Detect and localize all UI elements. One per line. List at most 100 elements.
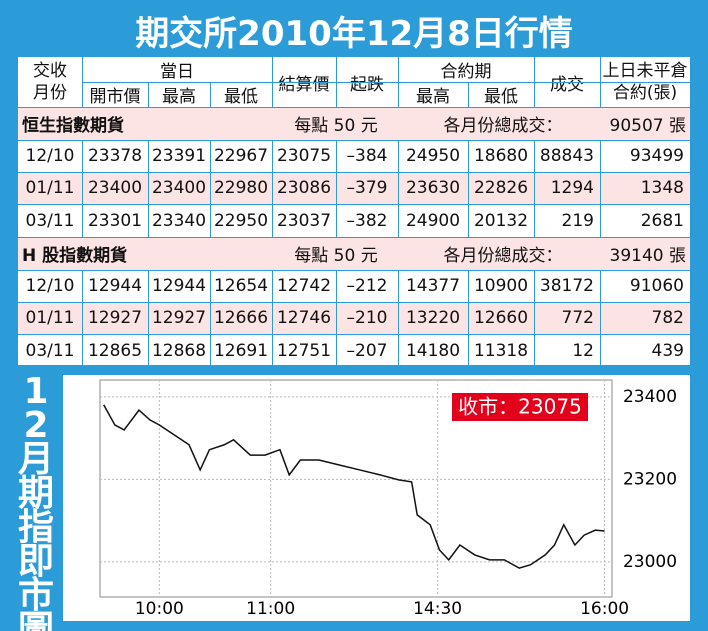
col-line: [210, 204, 211, 237]
table-cell: 439: [651, 340, 684, 361]
col-line: [600, 172, 601, 204]
table-cell: 22967: [213, 146, 269, 166]
table-cell: 12746: [276, 308, 332, 328]
table-cell: 當日: [160, 62, 194, 82]
row-line: [18, 302, 690, 303]
section-name: 恒生指數期貨: [22, 116, 124, 136]
table: 交收月份 當日 開市價 最高 最低 結算價 起跌 合約期 最高 最低 成交 上日未平倉合約(張) 恒生指…: [18, 57, 708, 367]
table-cell: 03/11: [25, 210, 75, 231]
col-line: [398, 334, 399, 367]
section-name: H 股指數期貨: [22, 246, 128, 266]
chart-title: 12月期指即市圖: [17, 371, 54, 631]
col-line: [148, 334, 149, 367]
col-line: [600, 302, 601, 334]
col-line: [468, 204, 469, 237]
table-cell: 最高: [162, 87, 196, 107]
col-line: [600, 270, 601, 302]
y-tick-label: 23200: [623, 469, 677, 489]
table-cell: 219: [561, 210, 594, 231]
table-cell: 772: [561, 308, 594, 328]
table-cell: 23378: [87, 146, 143, 166]
section-point: 每點 50 元: [294, 116, 378, 136]
table-cell: 782: [651, 308, 684, 328]
col-line: [398, 140, 399, 172]
x-tick-label: 11:00: [246, 599, 295, 619]
table-cell: 起跌: [350, 74, 384, 95]
col-line: [336, 172, 337, 204]
table-cell: 10900: [473, 276, 529, 296]
table-cell: 38172: [539, 276, 594, 296]
table-cell: 最低: [484, 87, 518, 107]
col-line: [210, 334, 211, 367]
col-line: [398, 204, 399, 237]
section-total-label: 各月份總成交：: [443, 116, 563, 136]
row-line: [82, 82, 708, 83]
col-line: [398, 172, 399, 204]
table-cell: 24950: [405, 146, 461, 166]
col-line: [148, 270, 149, 302]
table-cell: 上日未平倉合約(張): [602, 61, 688, 103]
col-line: [148, 140, 149, 172]
table-cell: 23400: [151, 178, 207, 198]
col-line: [336, 57, 337, 107]
table-cell: 88843: [539, 146, 594, 166]
section-total-label: 各月份總成交：: [443, 246, 563, 266]
col-line: [82, 302, 83, 334]
price-line: [103, 404, 605, 569]
table-cell: 14180: [405, 340, 461, 361]
table-cell: 20132: [473, 210, 529, 231]
table-cell: –212: [346, 276, 388, 296]
table-cell: 01/11: [25, 308, 75, 328]
col-line: [534, 302, 535, 334]
col-line: [336, 270, 337, 302]
row-line: [18, 172, 690, 173]
col-line: [82, 334, 83, 367]
col-line: [336, 204, 337, 237]
annotation: 收市：23075: [458, 395, 582, 419]
x-tick-label: 10:00: [135, 599, 184, 619]
col-line: [534, 140, 535, 172]
table-cell: 12944: [87, 276, 143, 296]
col-line: [210, 302, 211, 334]
table-cell: 23391: [151, 146, 207, 166]
col-line: [336, 334, 337, 367]
row-line: [18, 237, 690, 238]
table-cell: 12691: [213, 340, 269, 361]
section-total: 90507 張: [609, 116, 686, 136]
col-line: [468, 334, 469, 367]
table-cell: 結算價: [278, 74, 330, 95]
col-line: [210, 172, 211, 204]
col-line: [468, 302, 469, 334]
table-cell: 24900: [405, 210, 461, 231]
col-line: [82, 57, 83, 107]
table-cell: 12751: [276, 340, 332, 361]
table-cell: 13220: [405, 308, 461, 328]
table-cell: 22826: [473, 178, 529, 198]
table-cell: 23630: [405, 178, 461, 198]
col-line: [148, 172, 149, 204]
col-line: [468, 140, 469, 172]
col-line: [272, 270, 273, 302]
col-line: [398, 302, 399, 334]
table-cell: 11318: [473, 340, 529, 361]
row-bg: [18, 172, 690, 204]
table-cell: 12865: [87, 340, 143, 361]
col-line: [272, 302, 273, 334]
table-cell: 23086: [276, 178, 332, 198]
col-line: [534, 334, 535, 367]
col-line: [272, 204, 273, 237]
table-cell: 23400: [87, 178, 143, 198]
table-cell: 12654: [213, 276, 269, 296]
col-line: [272, 172, 273, 204]
x-tick-label: 16:00: [580, 599, 629, 619]
table-cell: 12868: [151, 340, 207, 361]
table-cell: 18680: [473, 146, 529, 166]
col-line: [600, 334, 601, 367]
table-cell: 最低: [224, 87, 258, 107]
table-cell: –379: [346, 178, 388, 198]
section-total: 39140 張: [609, 246, 686, 266]
table-cell: 12944: [151, 276, 207, 296]
table-cell: 12742: [276, 276, 332, 296]
col-line: [534, 172, 535, 204]
